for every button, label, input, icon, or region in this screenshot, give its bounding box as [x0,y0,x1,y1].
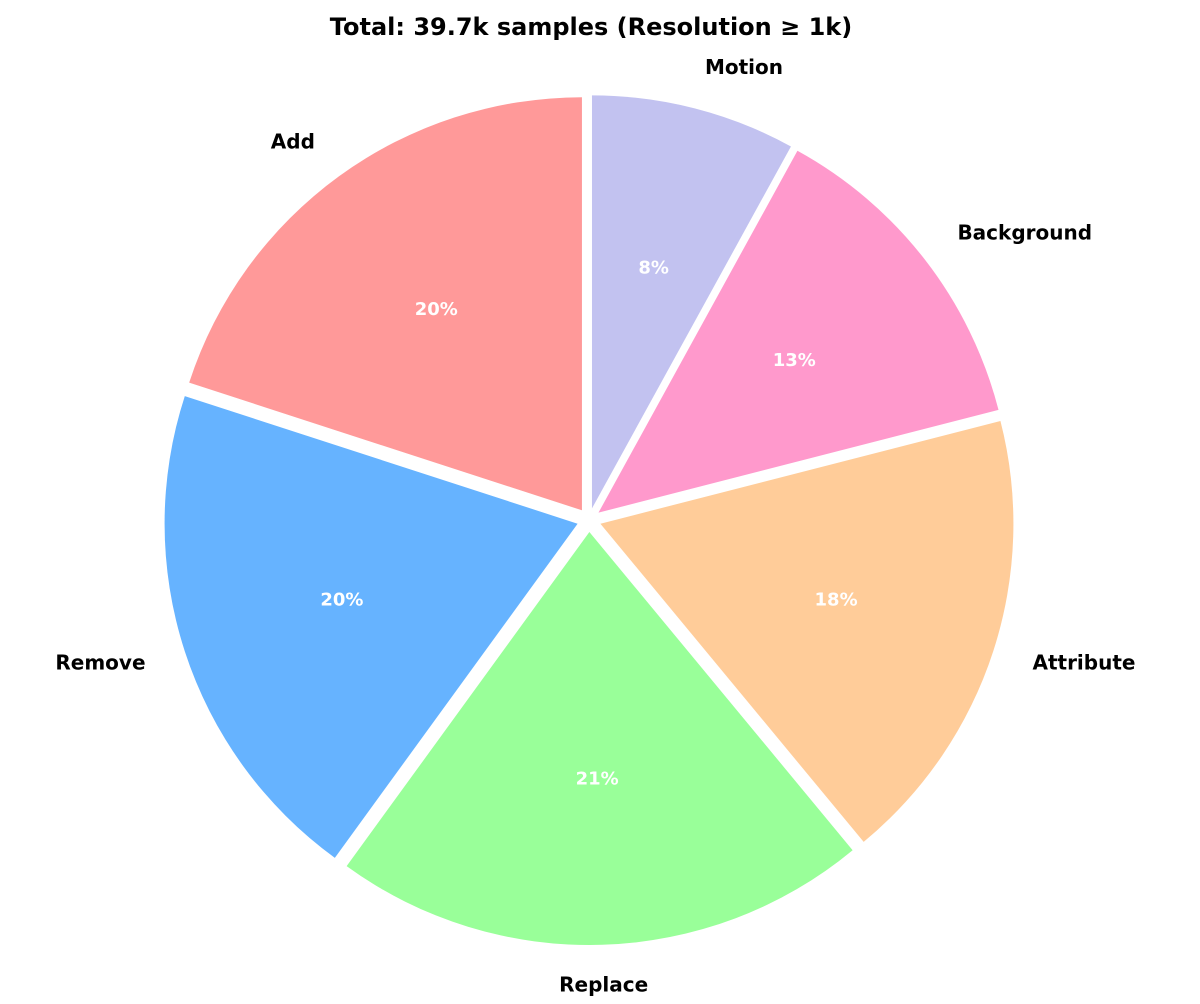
chart-title: Total: 39.7k samples (Resolution ≥ 1k) [330,13,852,41]
slice-label: Replace [559,973,648,997]
value-label: 13% [773,350,816,371]
value-label: 21% [576,769,619,790]
pie-slice [164,396,578,858]
pie-slice [598,150,999,513]
value-label: 8% [638,257,669,278]
pie-slice [600,420,1014,842]
slice-label: Add [271,129,315,153]
value-label: 20% [320,589,363,610]
slice-label: Motion [705,55,783,79]
pie-slice [189,97,582,511]
pie-slice [591,95,791,509]
pie-slice [346,531,853,945]
value-label: 20% [415,299,458,320]
slice-label: Attribute [1032,651,1135,675]
slice-label: Background [957,221,1092,245]
slice-label: Remove [55,651,145,675]
value-label: 18% [815,589,858,610]
